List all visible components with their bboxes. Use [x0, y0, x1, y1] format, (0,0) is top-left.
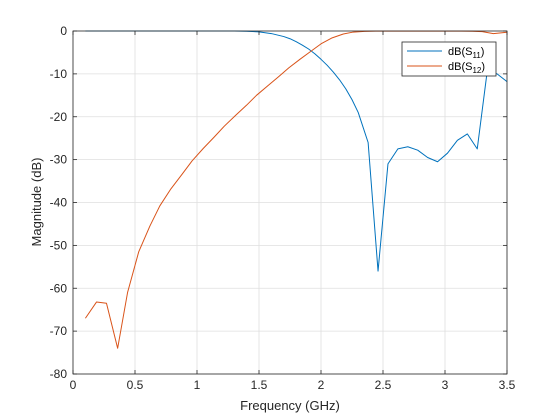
y-tick-label: -70 [50, 324, 68, 338]
tick-labels: 0 0.5 1 1.5 2 2.5 3 3.5 0 -10 -20 -30 -40 -50 -60 -70 -8… [50, 24, 516, 392]
x-tick-label: 3.5 [499, 378, 516, 392]
legend-label-0: dB(S11) [448, 46, 484, 60]
y-axis-label: Magnitude (dB) [29, 158, 44, 247]
y-tick-label: -60 [50, 281, 68, 295]
x-tick-label: 0 [70, 378, 77, 392]
x-tick-label: 1.5 [251, 378, 268, 392]
y-tick-label: -20 [50, 110, 68, 124]
x-tick-label: 1 [194, 378, 201, 392]
legend: dB(S11)dB(S12) [401, 41, 497, 77]
x-tick-label: 2 [318, 378, 325, 392]
y-tick-label: -80 [50, 367, 68, 381]
axes-box [72, 30, 508, 375]
y-tick-label: -10 [50, 67, 68, 81]
legend-box [401, 41, 497, 77]
x-tick-label: 2.5 [375, 378, 392, 392]
y-tick-label: 0 [60, 24, 67, 38]
x-axis-label: Frequency (GHz) [240, 398, 340, 413]
y-tick-label: -50 [50, 238, 68, 252]
legend-label-1: dB(S12) [448, 61, 485, 75]
x-tick-label: 3 [442, 378, 449, 392]
x-tick-label: 0.5 [127, 378, 144, 392]
y-tick-label: -40 [50, 196, 68, 210]
y-tick-label: -30 [50, 153, 68, 167]
